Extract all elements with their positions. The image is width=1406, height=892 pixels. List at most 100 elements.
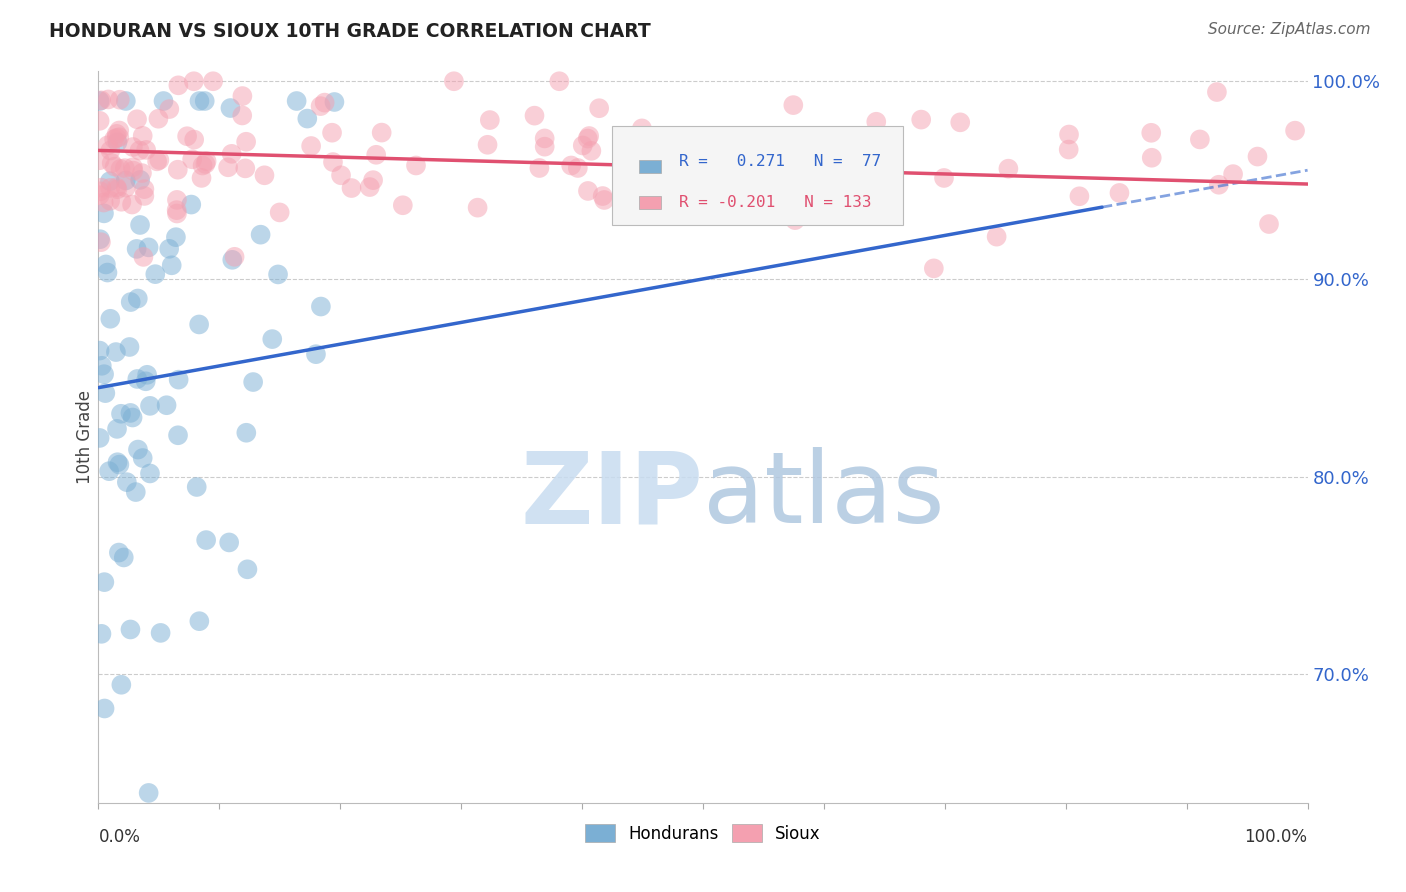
Point [1140, 126, 1163, 140]
Point [120, 295, 142, 310]
Point [366, 148, 388, 162]
Point [443, 74, 465, 88]
Point [157, 242, 180, 256]
Point [136, 368, 159, 382]
Point [110, 678, 132, 692]
Point [188, 318, 211, 332]
Point [477, 137, 499, 152]
Point [1140, 151, 1163, 165]
Point [533, 139, 555, 153]
Point [90, 180, 112, 194]
Point [131, 166, 153, 180]
Point [806, 189, 828, 203]
Point [782, 98, 804, 112]
Point [105, 180, 128, 194]
Point [233, 161, 256, 176]
Point [89, 113, 111, 128]
Point [188, 614, 211, 628]
Point [997, 161, 1019, 176]
Point [309, 99, 332, 113]
Point [112, 550, 135, 565]
Point [89, 153, 111, 168]
Text: ZIP: ZIP [520, 447, 703, 544]
Point [576, 184, 599, 198]
Point [93, 195, 115, 210]
Point [103, 132, 125, 146]
Point [139, 467, 162, 481]
Point [115, 475, 138, 490]
Point [167, 428, 190, 442]
Point [467, 201, 489, 215]
Point [267, 268, 290, 282]
Point [167, 373, 190, 387]
Text: R =   0.271   N =  77: R = 0.271 N = 77 [679, 153, 882, 169]
Point [114, 173, 136, 187]
Point [166, 193, 188, 207]
Point [236, 562, 259, 576]
Point [478, 113, 501, 128]
Point [110, 194, 132, 209]
Point [138, 786, 160, 800]
Point [183, 132, 205, 146]
Point [152, 94, 174, 108]
Point [89, 343, 111, 358]
FancyBboxPatch shape [638, 160, 661, 173]
Point [1188, 132, 1211, 146]
Point [645, 194, 668, 209]
Point [581, 144, 603, 158]
Point [322, 155, 344, 169]
Point [139, 399, 162, 413]
Point [560, 159, 582, 173]
Point [253, 169, 276, 183]
Point [127, 372, 149, 386]
Point [105, 422, 128, 436]
Point [128, 144, 150, 158]
Point [160, 258, 183, 272]
Point [321, 126, 343, 140]
Point [122, 160, 145, 174]
Point [593, 193, 616, 207]
Point [127, 292, 149, 306]
Point [666, 204, 689, 219]
Point [93, 701, 115, 715]
Point [183, 74, 205, 88]
Point [129, 173, 152, 187]
Point [90, 627, 112, 641]
Point [1057, 128, 1080, 142]
Point [631, 121, 654, 136]
Point [166, 203, 188, 218]
Point [669, 199, 692, 213]
Point [98, 181, 121, 195]
Point [235, 135, 257, 149]
Point [285, 94, 308, 108]
Point [114, 161, 136, 175]
Point [90, 359, 112, 373]
FancyBboxPatch shape [613, 126, 903, 225]
Point [93, 575, 115, 590]
Point [134, 182, 156, 196]
Point [107, 135, 129, 149]
Point [108, 545, 131, 559]
Point [98, 311, 121, 326]
Point [529, 161, 551, 175]
Point [361, 173, 384, 187]
Point [121, 197, 143, 211]
Point [146, 154, 169, 169]
Point [125, 485, 148, 500]
Point [297, 112, 319, 126]
Point [217, 161, 239, 175]
Point [548, 74, 571, 88]
Point [202, 74, 225, 88]
Point [567, 161, 589, 175]
Point [108, 123, 131, 137]
Point [93, 206, 115, 220]
Text: Source: ZipAtlas.com: Source: ZipAtlas.com [1208, 22, 1371, 37]
Text: HONDURAN VS SIOUX 10TH GRADE CORRELATION CHART: HONDURAN VS SIOUX 10TH GRADE CORRELATION… [49, 22, 651, 41]
Point [122, 163, 145, 178]
Point [125, 112, 148, 127]
Point [853, 173, 876, 187]
Point [330, 169, 353, 183]
Point [1258, 217, 1281, 231]
Point [692, 167, 714, 181]
Point [166, 206, 188, 220]
